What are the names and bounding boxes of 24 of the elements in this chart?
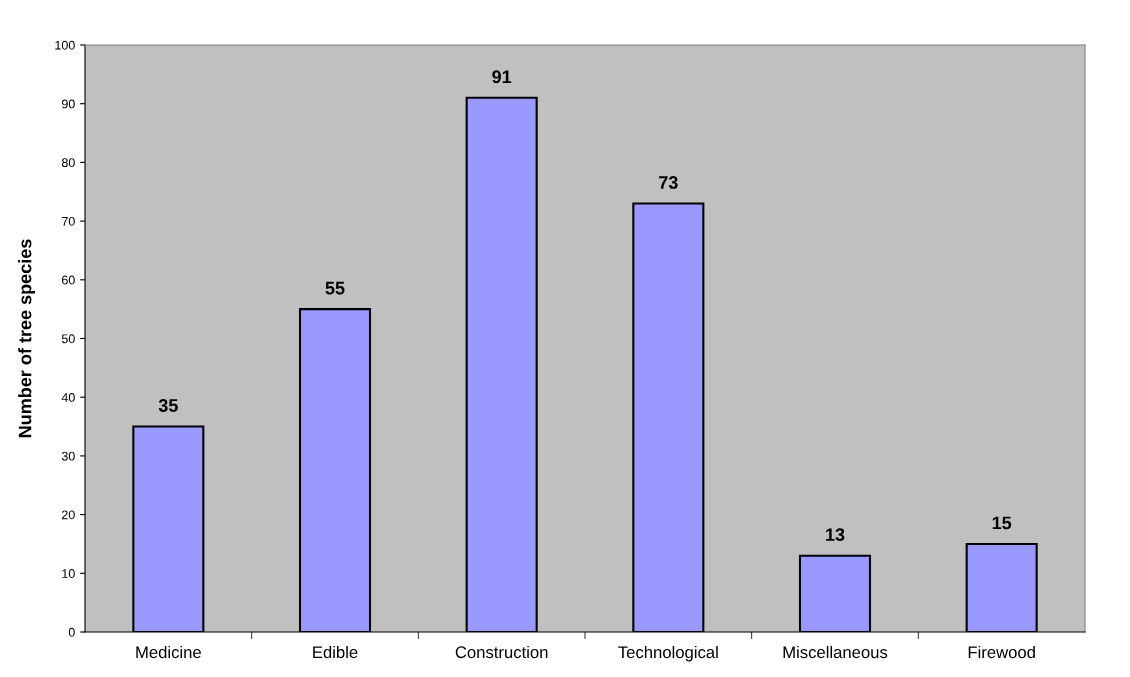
y-tick-label: 70 xyxy=(62,216,75,226)
y-tick-label: 0 xyxy=(68,627,75,637)
y-tick-label: 80 xyxy=(61,158,75,168)
x-tick-label: Edible xyxy=(313,645,358,659)
x-tick-label: Technological xyxy=(618,645,718,662)
y-tick-label: 30 xyxy=(61,451,75,461)
y-tick-label: 40 xyxy=(61,393,75,402)
y-tick-label: 10 xyxy=(62,569,75,578)
y-axis-title: Number of tree species xyxy=(18,239,35,438)
y-tick-label: 50 xyxy=(61,334,75,344)
y-tick-label: 20 xyxy=(62,510,75,520)
data-label: 15 xyxy=(992,516,1012,530)
data-label: 73 xyxy=(659,176,678,189)
data-label: 13 xyxy=(826,528,845,542)
x-tick-label: Medicine xyxy=(136,645,201,659)
x-tick-label: Miscellaneous xyxy=(783,645,888,659)
data-label: 91 xyxy=(492,70,512,84)
y-tick-label: 100 xyxy=(55,40,75,50)
data-label: 35 xyxy=(158,399,178,412)
y-tick-label: 90 xyxy=(61,99,75,109)
x-tick-label: Firewood xyxy=(968,645,1035,659)
y-tick-label: 60 xyxy=(62,275,75,285)
x-tick-label: Construction xyxy=(455,645,548,659)
data-label: 55 xyxy=(325,281,345,295)
